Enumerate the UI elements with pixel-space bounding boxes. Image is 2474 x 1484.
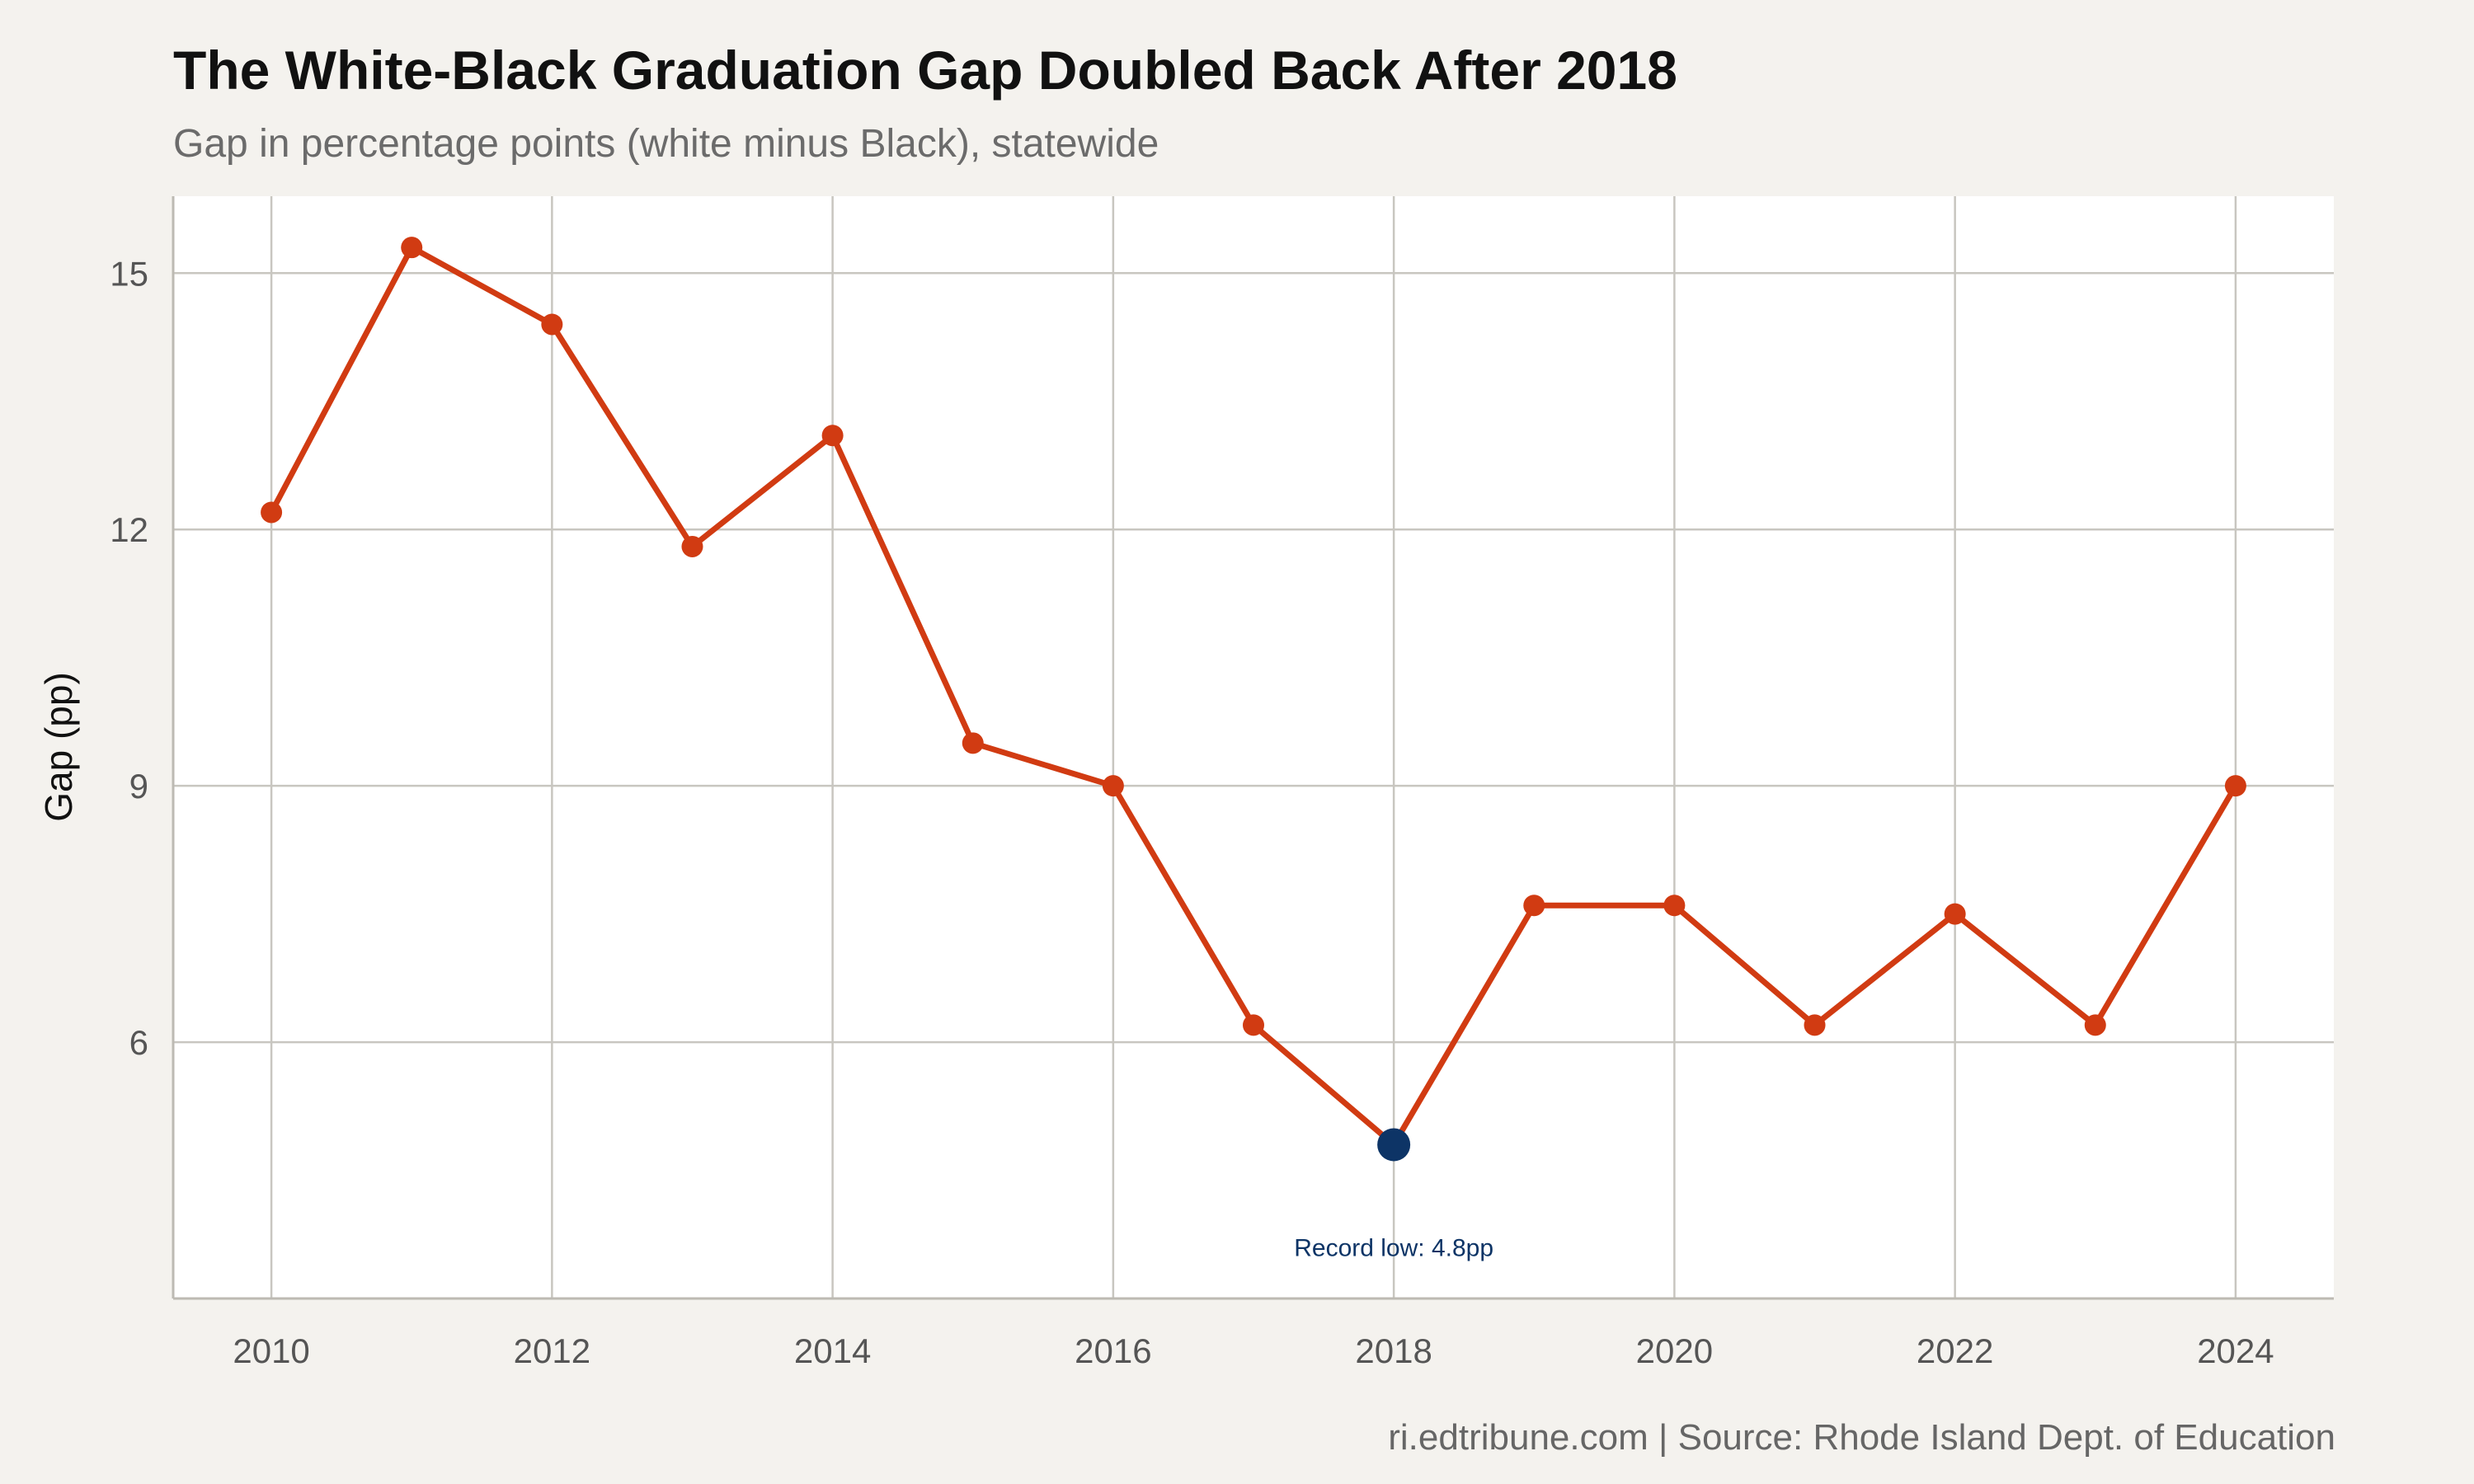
y-tick-labels: 6 9 12 15 (110, 254, 148, 1062)
data-point-2014 (821, 425, 844, 447)
data-point-2013 (681, 535, 703, 557)
x-tick-2010: 2010 (233, 1331, 309, 1370)
y-tick-15: 15 (110, 254, 148, 293)
data-point-2011 (401, 237, 423, 259)
x-tick-2012: 2012 (514, 1331, 590, 1370)
x-tick-2020: 2020 (1636, 1331, 1713, 1370)
x-tick-2014: 2014 (794, 1331, 871, 1370)
record-low-annotation: Record low: 4.8pp (1294, 1234, 1493, 1261)
x-tick-2022: 2022 (1917, 1331, 1993, 1370)
data-point-2017 (1243, 1014, 1264, 1036)
data-point-2024 (2224, 775, 2246, 797)
data-point-2018 (1377, 1128, 1411, 1162)
source-caption: ri.edtribune.com | Source: Rhode Island … (1388, 1417, 2335, 1458)
data-point-2020 (1663, 895, 1686, 917)
data-point-2021 (1804, 1014, 1826, 1036)
data-points (261, 237, 2246, 1162)
chart-title: The White-Black Graduation Gap Doubled B… (173, 40, 1677, 101)
data-point-2010 (261, 501, 283, 524)
y-tick-9: 9 (129, 767, 148, 805)
data-point-2022 (1944, 903, 1966, 925)
data-point-2015 (962, 732, 984, 754)
data-point-2023 (2084, 1014, 2106, 1036)
y-tick-12: 12 (110, 510, 148, 549)
x-tick-2024: 2024 (2197, 1331, 2274, 1370)
y-axis-title: Gap (pp) (37, 672, 80, 822)
data-point-2012 (541, 313, 563, 336)
y-gridlines (173, 272, 2334, 1044)
x-gridlines (270, 196, 2237, 1298)
data-point-2019 (1523, 895, 1545, 917)
y-tick-6: 6 (129, 1023, 148, 1062)
data-point-2016 (1102, 775, 1124, 797)
plot-panel (173, 196, 2334, 1298)
chart-subtitle: Gap in percentage points (white minus Bl… (173, 122, 1159, 166)
x-tick-labels: 2010 2012 2014 2016 2018 2020 2022 2024 (233, 1331, 2274, 1370)
x-tick-2018: 2018 (1355, 1331, 1432, 1370)
x-tick-2016: 2016 (1075, 1331, 1151, 1370)
